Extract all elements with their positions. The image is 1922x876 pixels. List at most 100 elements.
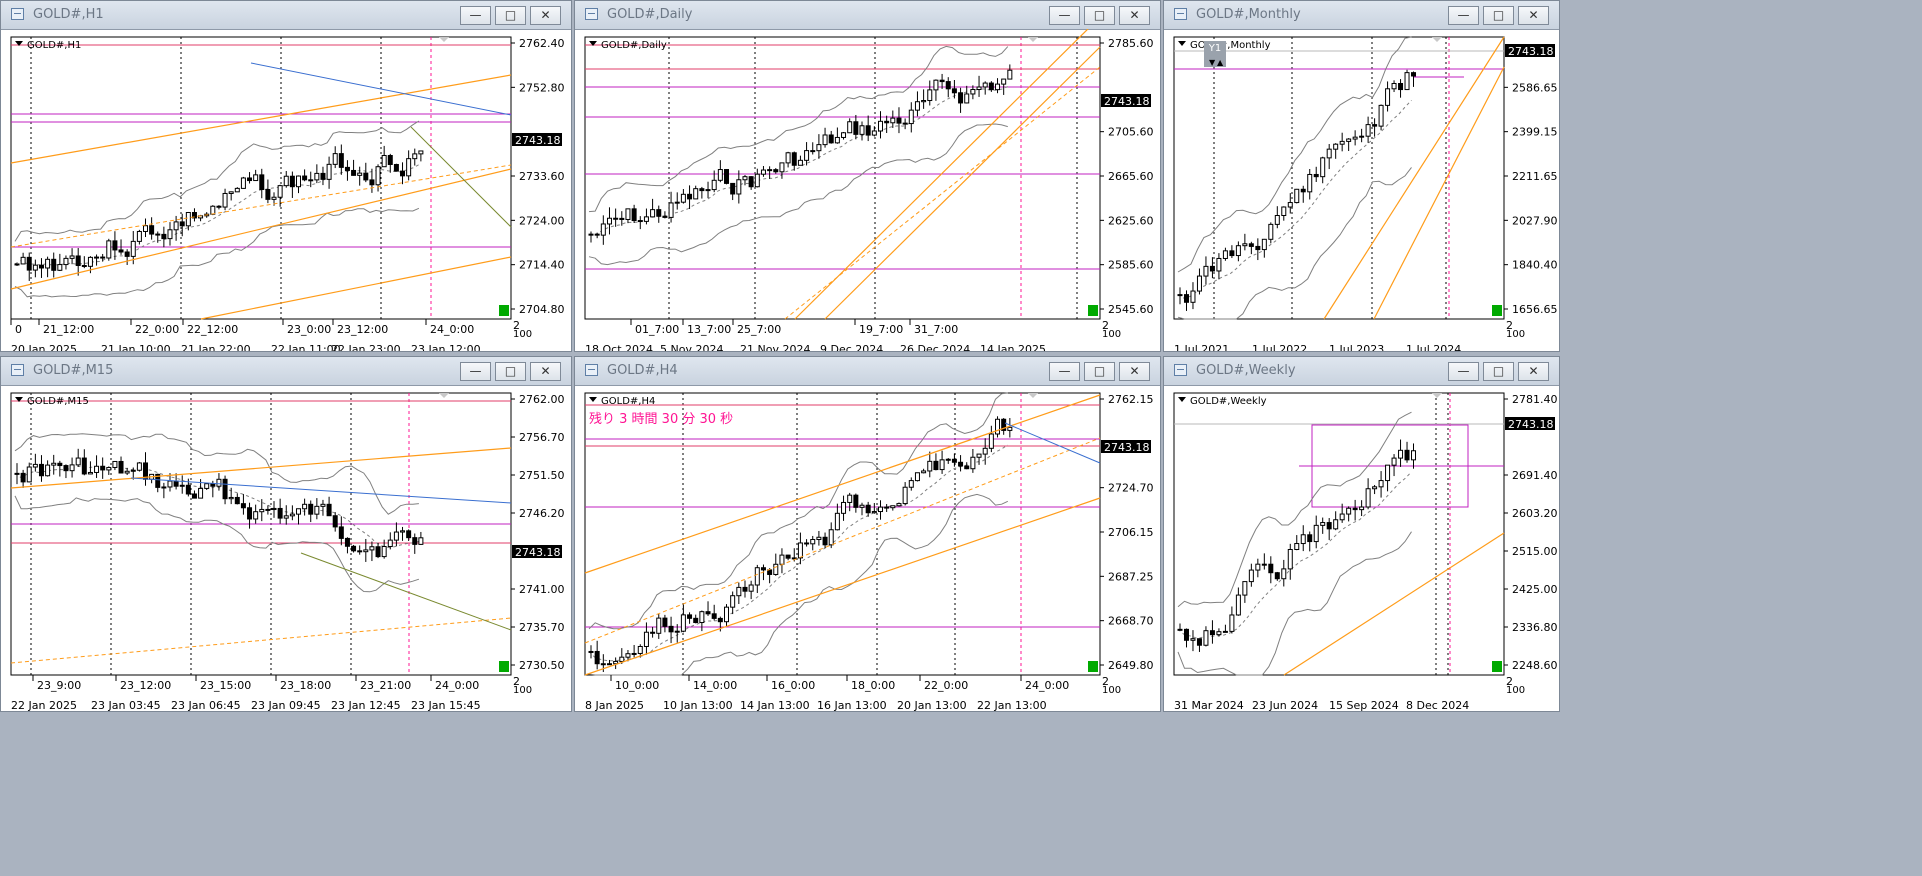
trendline[interactable] [250, 62, 512, 116]
close-button[interactable]: ✕ [1518, 362, 1549, 381]
candle-body [167, 480, 173, 488]
chart-menu-icon[interactable] [589, 397, 597, 402]
candle-body [1411, 72, 1417, 77]
channel-line[interactable] [784, 66, 1101, 320]
titlebar[interactable]: GOLD#,H1 — □ ✕ [1, 1, 571, 30]
close-button[interactable]: ✕ [530, 362, 561, 381]
candle-body [1229, 614, 1235, 632]
trendline[interactable] [410, 126, 512, 228]
price-axis-label: 2762.15 [1108, 393, 1154, 406]
chart-window-gold-m15[interactable]: GOLD#,M15 — □ ✕ GOLD#,M15 2762.00 2756.70 2… [0, 356, 572, 712]
maximize-button[interactable]: □ [1084, 6, 1115, 25]
chart-menu-icon[interactable] [589, 41, 597, 46]
price-axis-label: 2248.60 [1512, 659, 1558, 672]
candle-body [693, 617, 699, 624]
trendline[interactable] [300, 552, 512, 631]
time-axis-label: 24_0:00 [1025, 679, 1069, 692]
plot-area[interactable] [584, 36, 1101, 320]
date-axis-label: 23 Jan 12:00 [411, 343, 481, 351]
trendline[interactable] [1373, 66, 1505, 320]
chart-window-gold-daily[interactable]: GOLD#,Daily — □ ✕ GOLD#,Daily 2785.60 2743… [574, 0, 1161, 352]
titlebar[interactable]: GOLD#,Daily — □ ✕ [575, 1, 1160, 30]
trendline[interactable] [10, 447, 512, 489]
chart-window-gold-h1[interactable]: GOLD#,H1 — □ ✕ GOLD#,H1 2762.40 2752.80 274… [0, 0, 572, 352]
auto-scroll-indicator[interactable] [1088, 305, 1098, 316]
chart-menu-icon[interactable] [1178, 397, 1186, 402]
auto-scroll-indicator[interactable] [1492, 305, 1502, 316]
close-button[interactable]: ✕ [1518, 6, 1549, 25]
titlebar[interactable]: GOLD#,Monthly — □ ✕ [1164, 1, 1559, 30]
candle-body [100, 256, 106, 259]
maximize-button[interactable]: □ [495, 6, 526, 25]
candle-body [81, 457, 87, 475]
scale-label: 2 [1506, 675, 1513, 688]
chart-canvas[interactable]: GOLD#,M15 2762.00 2756.70 2751.50 2746.20 274… [1, 385, 571, 711]
chart-window-gold-h4[interactable]: GOLD#,H4 — □ ✕ GOLD#,H4 残り 3 時間 30 分 30 秒… [574, 356, 1161, 712]
chart-symbol-label: GOLD#,H1 [27, 40, 81, 51]
candle-body [1404, 72, 1410, 91]
candle-body [45, 258, 51, 269]
titlebar[interactable]: GOLD#,Weekly — □ ✕ [1164, 357, 1559, 386]
trendline[interactable] [130, 477, 512, 504]
trendline[interactable] [584, 497, 1101, 676]
close-button[interactable]: ✕ [1119, 362, 1150, 381]
trendline[interactable] [10, 168, 512, 290]
candle-body [173, 480, 179, 487]
trendline[interactable] [200, 256, 512, 320]
candle-body [1242, 581, 1248, 596]
close-button[interactable]: ✕ [1119, 6, 1150, 25]
chart-menu-icon[interactable] [15, 397, 23, 402]
chart-canvas[interactable]: GOLD#,Weekly 2781.40 2743.18 2691.40 2603.20… [1164, 385, 1559, 711]
minimize-button[interactable]: — [460, 6, 491, 25]
candle-body [668, 625, 674, 633]
minimize-button[interactable]: — [1049, 362, 1080, 381]
trendline[interactable] [1283, 532, 1505, 676]
plot-area[interactable] [1173, 392, 1505, 676]
period-badge[interactable] [1204, 41, 1226, 67]
auto-scroll-indicator[interactable] [1088, 661, 1098, 672]
plot-area[interactable] [10, 392, 512, 676]
maximize-button[interactable]: □ [1483, 362, 1514, 381]
maximize-button[interactable]: □ [1483, 6, 1514, 25]
auto-scroll-indicator[interactable] [499, 305, 509, 316]
trendline[interactable] [10, 74, 512, 164]
channel-line[interactable] [584, 437, 1101, 644]
chart-window-gold-weekly[interactable]: GOLD#,Weekly — □ ✕ GOLD#,Weekly 2781.40 27… [1163, 356, 1560, 712]
candle-body [118, 460, 124, 474]
candle-body [32, 264, 38, 271]
minimize-button[interactable]: — [1448, 6, 1479, 25]
candle-body [198, 487, 204, 499]
date-axis-label: 22 Jan 2025 [11, 699, 77, 711]
candle-body [289, 513, 295, 517]
chart-canvas[interactable]: GOLD#,H1 2762.40 2752.80 2743.18 2733.60 2724… [1, 29, 571, 351]
chart-menu-icon[interactable] [1178, 41, 1186, 46]
candle-body [393, 531, 399, 541]
auto-scroll-indicator[interactable] [499, 661, 509, 672]
minimize-button[interactable]: — [460, 362, 491, 381]
trendline[interactable] [1323, 36, 1505, 320]
channel-line[interactable] [10, 164, 512, 248]
auto-scroll-indicator[interactable] [1492, 661, 1502, 672]
trendline[interactable] [794, 29, 1100, 320]
trendline[interactable] [584, 394, 1101, 574]
candle-body [785, 554, 791, 559]
chart-menu-icon[interactable] [15, 41, 23, 46]
candle-body [804, 150, 810, 161]
minimize-button[interactable]: — [1448, 362, 1479, 381]
candle-body [877, 120, 883, 132]
chart-canvas[interactable]: GOLD#,Daily 2785.60 2743.18 2705.60 2665.60 2… [575, 29, 1160, 351]
close-button[interactable]: ✕ [530, 6, 561, 25]
trendline[interactable] [824, 46, 1101, 320]
chart-canvas[interactable]: GOLD#,H4 残り 3 時間 30 分 30 秒 2762.15 2743.18 2… [575, 385, 1160, 711]
chart-window-gold-monthly[interactable]: GOLD#,Monthly — □ ✕ GOLD#,Monthly Y1 ▼ ▲ 274… [1163, 0, 1560, 352]
plot-area[interactable] [1173, 36, 1505, 320]
maximize-button[interactable]: □ [1084, 362, 1115, 381]
candle-body [1411, 450, 1417, 461]
maximize-button[interactable]: □ [495, 362, 526, 381]
minimize-button[interactable]: — [1049, 6, 1080, 25]
trendline[interactable] [1004, 422, 1101, 464]
titlebar[interactable]: GOLD#,H4 — □ ✕ [575, 357, 1160, 386]
titlebar[interactable]: GOLD#,M15 — □ ✕ [1, 357, 571, 386]
candle-body [847, 121, 853, 134]
